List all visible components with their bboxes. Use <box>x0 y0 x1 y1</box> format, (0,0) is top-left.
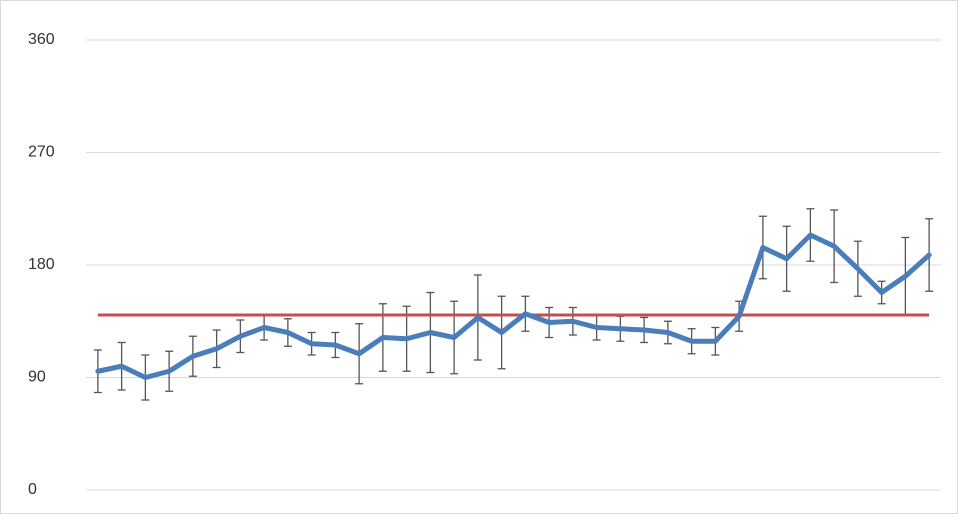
y-tick-label: 0 <box>28 481 37 498</box>
y-tick-label: 270 <box>28 144 55 161</box>
y-tick-label: 90 <box>28 369 46 386</box>
y-tick-label: 360 <box>28 31 55 48</box>
y-tick-label: 180 <box>28 256 55 273</box>
data-line <box>95 232 932 380</box>
